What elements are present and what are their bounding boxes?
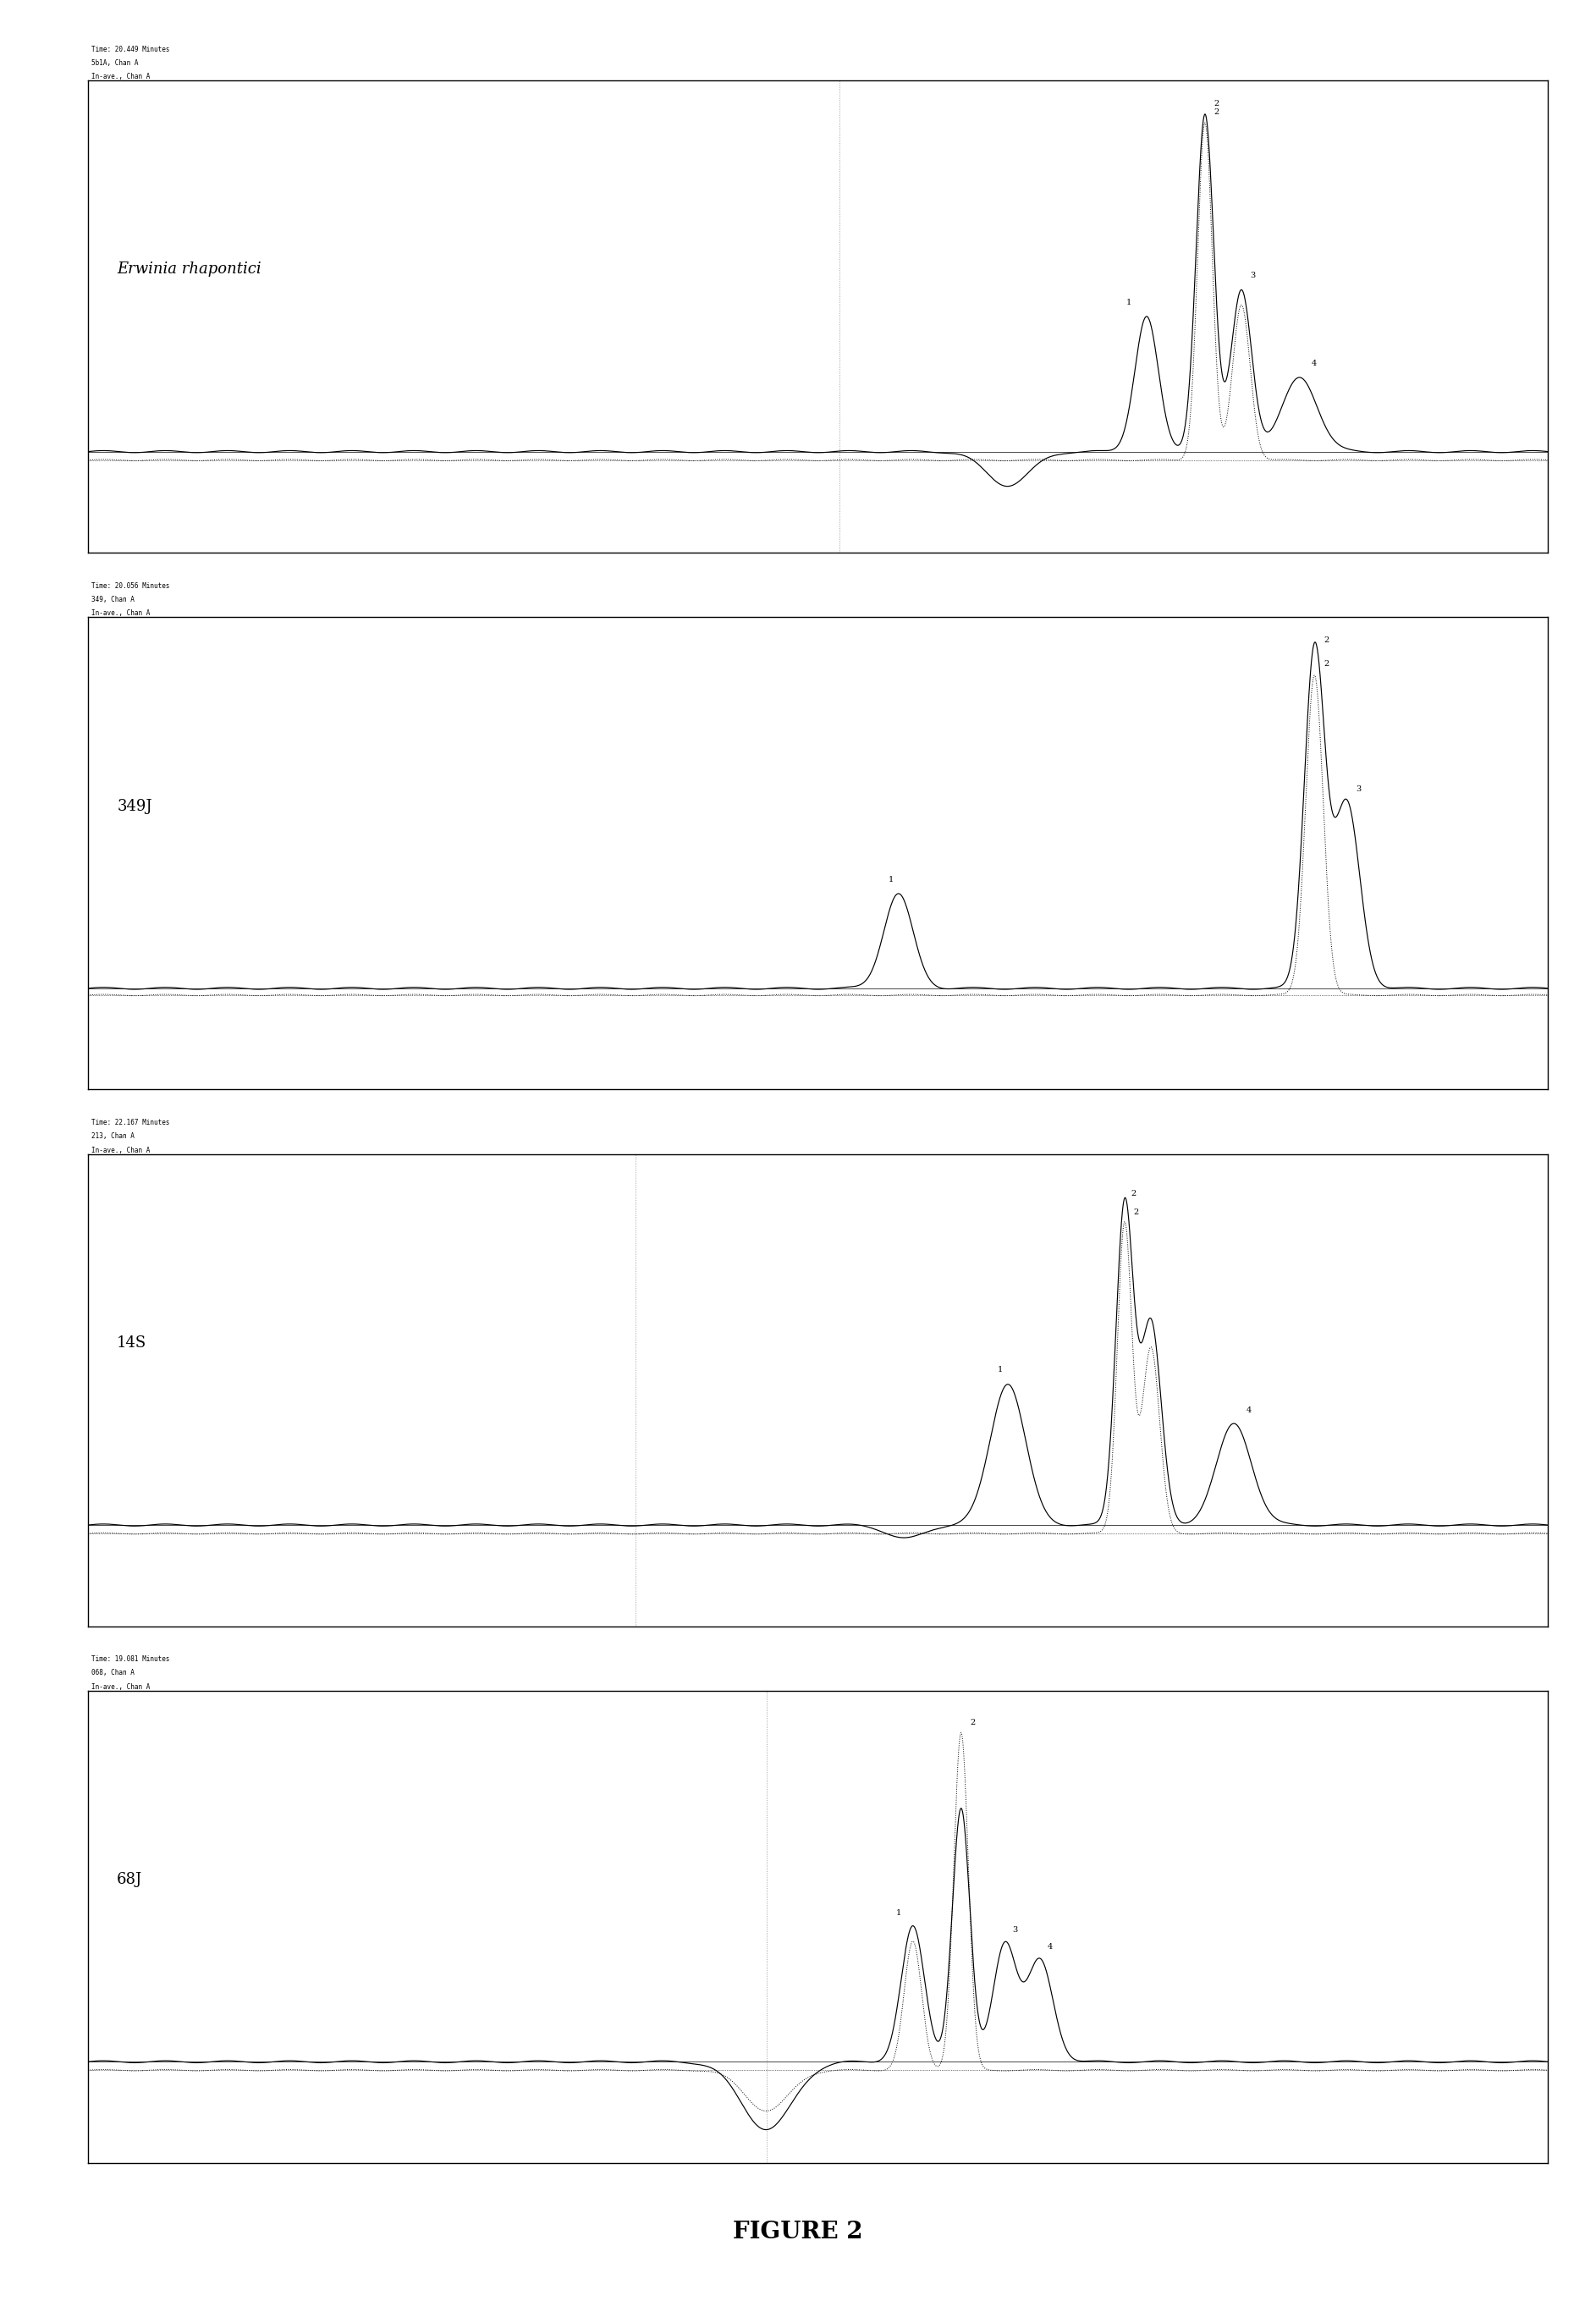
Text: 4: 4: [1047, 1942, 1053, 1951]
Text: In-ave., Chan A: In-ave., Chan A: [91, 1146, 150, 1155]
Text: Time: 19.081 Minutes: Time: 19.081 Minutes: [91, 1654, 169, 1664]
Text: 2: 2: [970, 1719, 975, 1726]
Text: In-ave., Chan A: In-ave., Chan A: [91, 1682, 150, 1691]
Text: FIGURE 2: FIGURE 2: [733, 2220, 863, 2243]
Text: 2: 2: [1323, 637, 1329, 644]
Text: 4: 4: [1246, 1406, 1251, 1413]
Text: 3: 3: [1355, 785, 1361, 792]
Text: 1: 1: [895, 1910, 900, 1917]
Text: 068, Chan A: 068, Chan A: [91, 1668, 134, 1677]
Text: 349J: 349J: [117, 798, 152, 815]
Text: 1: 1: [998, 1364, 1004, 1374]
Text: Erwinia rhapontici: Erwinia rhapontici: [117, 262, 262, 276]
Text: 5b1A, Chan A: 5b1A, Chan A: [91, 60, 137, 67]
Text: Time: 20.449 Minutes: Time: 20.449 Minutes: [91, 46, 169, 53]
Text: 4: 4: [1312, 359, 1317, 368]
Text: 213, Chan A: 213, Chan A: [91, 1132, 134, 1141]
Text: Time: 20.056 Minutes: Time: 20.056 Minutes: [91, 582, 169, 589]
Text: 2: 2: [1130, 1190, 1136, 1199]
Text: Time: 22.167 Minutes: Time: 22.167 Minutes: [91, 1118, 169, 1127]
Text: 68J: 68J: [117, 1873, 142, 1887]
Text: 2: 2: [1215, 99, 1219, 108]
Text: 3: 3: [1012, 1926, 1018, 1933]
Text: 2: 2: [1323, 660, 1329, 667]
Text: 14S: 14S: [117, 1335, 147, 1351]
Text: 1: 1: [1127, 299, 1132, 306]
Text: In-ave., Chan A: In-ave., Chan A: [91, 610, 150, 617]
Text: 1: 1: [889, 877, 894, 884]
Text: In-ave., Chan A: In-ave., Chan A: [91, 74, 150, 81]
Text: 2: 2: [1215, 108, 1219, 115]
Text: 349, Chan A: 349, Chan A: [91, 596, 134, 603]
Text: 2: 2: [1133, 1208, 1140, 1217]
Text: 3: 3: [1251, 272, 1256, 278]
